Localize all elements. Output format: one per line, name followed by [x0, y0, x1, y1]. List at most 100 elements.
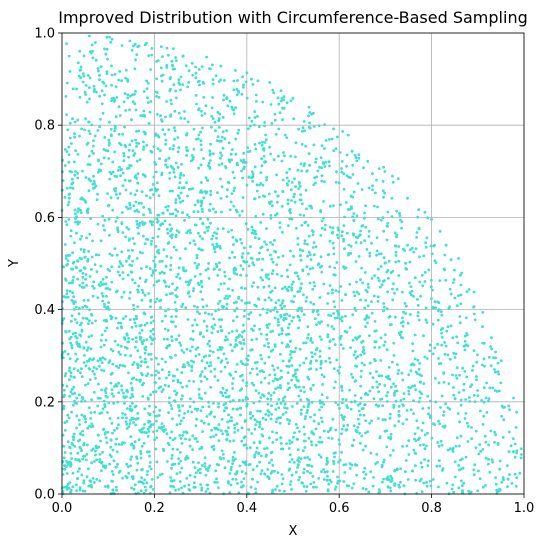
- data-point: [140, 329, 144, 332]
- data-point: [87, 322, 90, 326]
- data-point: [388, 377, 392, 381]
- data-point: [84, 201, 88, 204]
- data-point: [158, 157, 162, 161]
- data-point: [485, 381, 489, 385]
- data-point: [317, 124, 321, 127]
- data-point: [455, 366, 459, 370]
- data-point: [90, 461, 93, 465]
- data-point: [321, 383, 324, 386]
- data-point: [492, 356, 495, 359]
- data-point: [363, 363, 366, 367]
- data-point: [176, 136, 180, 139]
- data-point: [306, 336, 309, 340]
- data-point: [363, 271, 367, 274]
- data-point: [416, 298, 419, 301]
- data-point: [418, 362, 422, 365]
- data-point: [83, 256, 87, 259]
- data-point: [390, 476, 394, 480]
- data-point: [389, 480, 393, 483]
- data-point: [367, 186, 371, 190]
- data-point: [198, 312, 201, 316]
- data-point: [424, 245, 428, 249]
- data-point: [477, 452, 481, 456]
- data-point: [418, 280, 422, 284]
- data-point: [271, 464, 275, 467]
- data-point: [136, 412, 140, 415]
- data-point: [377, 374, 381, 378]
- data-point: [219, 64, 223, 68]
- data-point: [300, 306, 303, 310]
- data-point: [178, 176, 182, 180]
- data-point: [392, 403, 396, 407]
- data-point: [206, 229, 210, 233]
- data-point: [251, 180, 255, 183]
- data-point: [396, 372, 400, 376]
- data-point: [515, 410, 518, 414]
- data-point: [332, 204, 335, 208]
- data-point: [266, 468, 270, 471]
- data-point: [453, 397, 457, 401]
- data-point: [339, 317, 342, 321]
- data-point: [213, 250, 217, 254]
- data-point: [82, 248, 86, 252]
- data-point: [116, 196, 120, 200]
- data-point: [74, 352, 78, 356]
- data-point: [72, 432, 76, 436]
- data-point: [86, 163, 90, 166]
- data-point: [303, 432, 306, 436]
- data-point: [351, 339, 355, 342]
- data-point: [187, 379, 191, 383]
- data-point: [426, 394, 430, 398]
- data-point: [174, 325, 178, 328]
- data-point: [253, 165, 257, 169]
- data-point: [160, 259, 164, 263]
- data-point: [180, 186, 184, 190]
- data-point: [393, 468, 397, 472]
- data-point: [317, 453, 321, 457]
- data-point: [244, 161, 248, 164]
- data-point: [153, 161, 157, 164]
- data-point: [312, 302, 316, 306]
- data-point: [293, 350, 296, 353]
- data-point: [154, 245, 158, 248]
- data-point: [227, 413, 230, 417]
- data-point: [279, 442, 283, 445]
- data-point: [119, 262, 123, 265]
- data-point: [463, 348, 467, 352]
- data-point: [304, 144, 308, 148]
- data-point: [295, 226, 298, 230]
- data-point: [121, 211, 124, 214]
- data-point: [161, 55, 164, 58]
- data-point: [420, 392, 423, 396]
- data-point: [288, 439, 291, 442]
- data-point: [98, 412, 102, 415]
- data-point: [334, 380, 337, 384]
- data-point: [88, 76, 92, 80]
- data-point: [126, 96, 130, 100]
- data-point: [313, 284, 317, 288]
- data-point: [100, 388, 103, 392]
- data-point: [258, 195, 261, 199]
- data-point: [221, 227, 225, 231]
- data-point: [234, 106, 238, 110]
- data-point: [507, 430, 511, 434]
- data-point: [365, 314, 369, 317]
- data-point: [99, 439, 102, 443]
- data-point: [269, 417, 273, 421]
- data-point: [425, 481, 428, 484]
- data-point: [179, 75, 183, 79]
- data-point: [105, 275, 108, 279]
- data-point: [222, 98, 225, 102]
- data-point: [342, 187, 346, 191]
- data-point: [167, 53, 170, 57]
- data-point: [140, 298, 144, 302]
- data-point: [245, 446, 249, 450]
- data-point: [128, 143, 132, 147]
- data-point: [210, 106, 214, 110]
- data-point: [366, 430, 370, 433]
- data-point: [273, 343, 277, 346]
- data-point: [431, 288, 434, 292]
- data-point: [457, 486, 461, 490]
- data-point: [493, 441, 496, 444]
- data-point: [510, 481, 514, 485]
